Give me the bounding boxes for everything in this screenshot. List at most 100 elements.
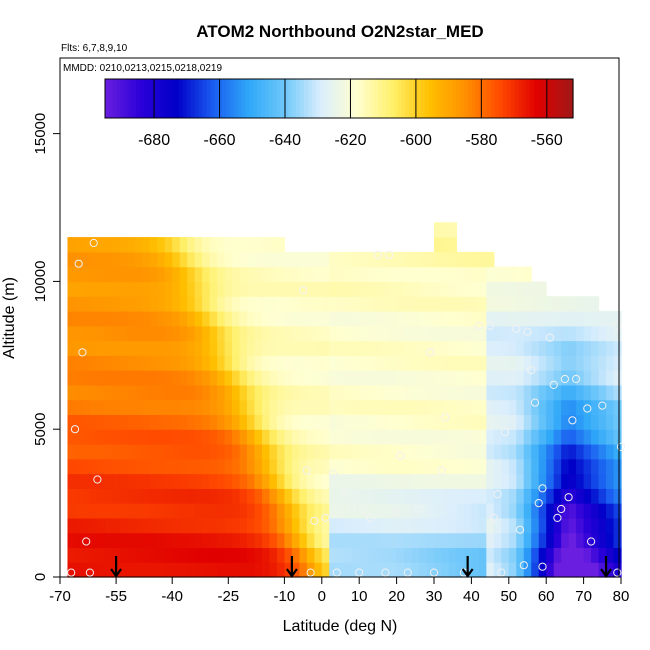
heatmap-cell xyxy=(127,517,136,534)
heatmap-cell xyxy=(523,473,532,489)
heatmap-cell xyxy=(89,532,98,549)
heatmap-cell xyxy=(299,488,308,504)
x-tick-label: -70 xyxy=(49,588,71,605)
heatmap-cell xyxy=(591,384,600,401)
heatmap-cell xyxy=(276,281,285,297)
heatmap-cell xyxy=(546,429,555,445)
colorbar-segment xyxy=(358,79,363,118)
heatmap-cell xyxy=(374,488,383,504)
sample-point xyxy=(93,475,102,484)
heatmap-cell xyxy=(374,547,383,563)
colorbar-segment xyxy=(128,79,133,118)
heatmap-cell xyxy=(89,370,98,386)
heatmap-cell xyxy=(471,517,480,534)
heatmap-cell xyxy=(119,281,128,297)
heatmap-cell xyxy=(553,517,562,534)
heatmap-cell xyxy=(434,458,443,475)
heatmap-cell xyxy=(329,281,338,297)
heatmap-cell xyxy=(568,473,577,489)
heatmap-cell xyxy=(254,532,263,549)
heatmap-cell xyxy=(374,429,383,445)
heatmap-cell xyxy=(493,370,502,386)
heatmap-cell xyxy=(254,443,263,460)
heatmap-cell xyxy=(471,414,480,430)
heatmap-cell xyxy=(247,503,256,519)
heatmap-cell xyxy=(478,443,487,460)
heatmap-cell xyxy=(561,370,570,386)
heatmap-cell xyxy=(97,429,106,445)
heatmap-cell xyxy=(336,458,345,475)
heatmap-cell xyxy=(471,562,480,578)
heatmap-cell xyxy=(119,517,128,534)
heatmap-cell xyxy=(553,414,562,430)
heatmap-cell xyxy=(276,517,285,534)
heatmap-cell xyxy=(127,503,136,519)
heatmap-cell xyxy=(239,370,248,386)
heatmap-cell xyxy=(396,370,405,386)
heatmap-cell xyxy=(411,370,420,386)
heatmap-cell xyxy=(538,429,547,445)
heatmap-cell xyxy=(591,325,600,342)
heatmap-cell xyxy=(456,296,465,312)
colorbar-segment xyxy=(522,79,527,118)
heatmap-cell xyxy=(314,473,323,489)
heatmap-cell xyxy=(261,281,271,297)
heatmap-cell xyxy=(538,473,547,489)
x-tick-label: 10 xyxy=(351,588,368,605)
heatmap-cell xyxy=(389,384,398,401)
heatmap-cell xyxy=(583,399,592,416)
sample-point xyxy=(299,286,308,295)
heatmap-cell xyxy=(276,266,285,283)
heatmap-cell xyxy=(112,547,121,563)
heatmap-cell xyxy=(232,296,241,312)
sample-point xyxy=(486,321,495,330)
heatmap-cell xyxy=(239,488,248,504)
heatmap-cell xyxy=(247,266,256,283)
heatmap-cell xyxy=(389,547,398,563)
heatmap-cell xyxy=(224,414,233,430)
heatmap-cell xyxy=(329,266,338,283)
heatmap-cell xyxy=(591,488,600,504)
heatmap-cell xyxy=(351,547,360,563)
heatmap-cell xyxy=(456,281,465,297)
heatmap-cell xyxy=(463,310,472,327)
heatmap-cell xyxy=(456,310,465,327)
heatmap-cell xyxy=(269,310,278,327)
heatmap-cell xyxy=(112,488,121,504)
heatmap-cell xyxy=(531,532,540,549)
heatmap-cell xyxy=(531,488,540,504)
heatmap-cell xyxy=(112,281,121,297)
heatmap-cell xyxy=(119,562,128,578)
heatmap-cell xyxy=(516,355,525,371)
heatmap-cell xyxy=(67,443,76,460)
heatmap-cell xyxy=(269,237,278,253)
heatmap-cell xyxy=(456,355,465,371)
heatmap-cell xyxy=(224,517,233,534)
heatmap-cell xyxy=(142,473,151,489)
heatmap-cell xyxy=(419,532,428,549)
heatmap-cell xyxy=(419,399,428,416)
heatmap-cell xyxy=(448,296,458,312)
heatmap-cell xyxy=(164,355,173,371)
heatmap-cell xyxy=(411,281,420,297)
heatmap-cell xyxy=(134,443,143,460)
heatmap-cell xyxy=(97,443,106,460)
heatmap-cell xyxy=(434,503,443,519)
heatmap-cell xyxy=(493,296,502,312)
heatmap-cell xyxy=(359,384,368,401)
heatmap-cell xyxy=(471,370,480,386)
heatmap-cell xyxy=(74,399,84,416)
heatmap-cell xyxy=(224,384,233,401)
heatmap-cell xyxy=(329,517,338,534)
heatmap-cell xyxy=(344,473,353,489)
heatmap-cell xyxy=(493,503,502,519)
heatmap-cell xyxy=(134,237,143,253)
heatmap-cell xyxy=(493,340,502,356)
heatmap-cell xyxy=(606,414,615,430)
heatmap-cell xyxy=(344,251,353,268)
heatmap-cell xyxy=(471,251,480,268)
colorbar-tick-label: -620 xyxy=(334,132,366,149)
colorbar-segment xyxy=(300,79,305,118)
flights-note: Flts: 6,7,8,9,10 xyxy=(61,43,128,54)
heatmap-cell xyxy=(419,370,428,386)
